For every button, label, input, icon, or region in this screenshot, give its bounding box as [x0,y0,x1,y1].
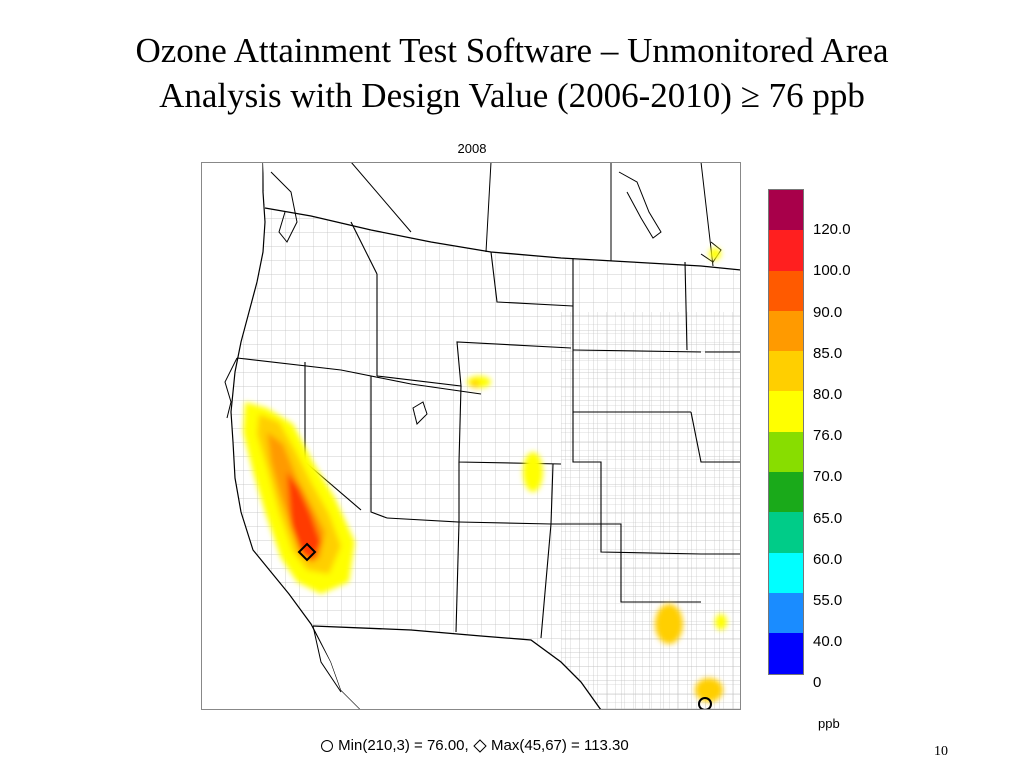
mexico-region [313,626,601,710]
mexico-border [312,625,602,710]
colorado-yellow-spot [523,452,543,492]
texas-yellow-spot [655,604,683,644]
legend-tick-label: 55.0 [813,592,843,609]
legend-tick-label: 85.0 [813,344,843,362]
min-max-stats: Min(210,3) = 76.00, Max(45,67) = 113.30 [320,737,740,754]
map-frame [201,162,741,710]
max-stat-text: Max(45,67) = 113.30 [491,737,629,754]
legend-tick-label: 70.0 [813,468,843,486]
california-red-zone [287,472,321,562]
legend-tick-label: 100.0 [813,262,851,280]
ozone-concentration-overlay [243,248,727,702]
legend-tick-label: 60.0 [813,550,843,568]
legend-swatch [769,391,803,432]
legend-swatch [769,270,803,311]
map-year-label: 2008 [457,141,487,156]
legend-swatch [769,190,803,231]
legend-tick-label: 90.0 [813,303,843,321]
circle-icon [321,740,333,753]
max-value-marker [297,542,317,562]
legend-tick-label: 0 [813,674,822,692]
color-legend [768,189,804,675]
great-salt-lake [412,401,428,425]
legend-tick-label: 76.0 [813,427,843,445]
province-lines [350,162,714,267]
legend-swatch [769,310,803,352]
great-plains-fine-counties [561,312,741,710]
legend-unit-label: ppb [818,716,840,731]
legend-tick-label: 65.0 [813,509,843,527]
legend-tick-label: 40.0 [813,633,843,651]
idaho-yellow-spot [471,380,479,388]
legend-swatch [769,512,803,553]
legend-swatch [769,472,803,513]
legend-tick-label: 80.0 [813,386,843,403]
min-stat-text: Min(210,3) = 76.00, [338,737,469,754]
wyoming-yellow-spot [467,376,491,388]
legend-swatch [769,592,803,634]
gulf-yellow-spot [695,678,723,702]
diamond-icon [473,739,487,753]
michigan-yellow-spot [709,248,721,260]
ozone-map [201,162,741,710]
slide-title-line-1: Ozone Attainment Test Software – Unmonit… [135,31,889,70]
slide-title-line-2: Analysis with Design Value (2006-2010) ≥… [159,76,865,115]
legend-swatch [769,351,803,392]
legend-swatch [769,230,803,271]
legend-tick-label: 120.0 [813,221,851,239]
legend-swatch [769,431,803,473]
canada-region [263,162,741,270]
legend-swatch [769,552,803,593]
legend-swatch [769,633,803,674]
page-number: 10 [934,744,948,759]
louisiana-yellow-spot [715,614,727,630]
slide-title: Ozone Attainment Test Software – Unmonit… [40,28,984,118]
min-value-marker [698,697,712,710]
